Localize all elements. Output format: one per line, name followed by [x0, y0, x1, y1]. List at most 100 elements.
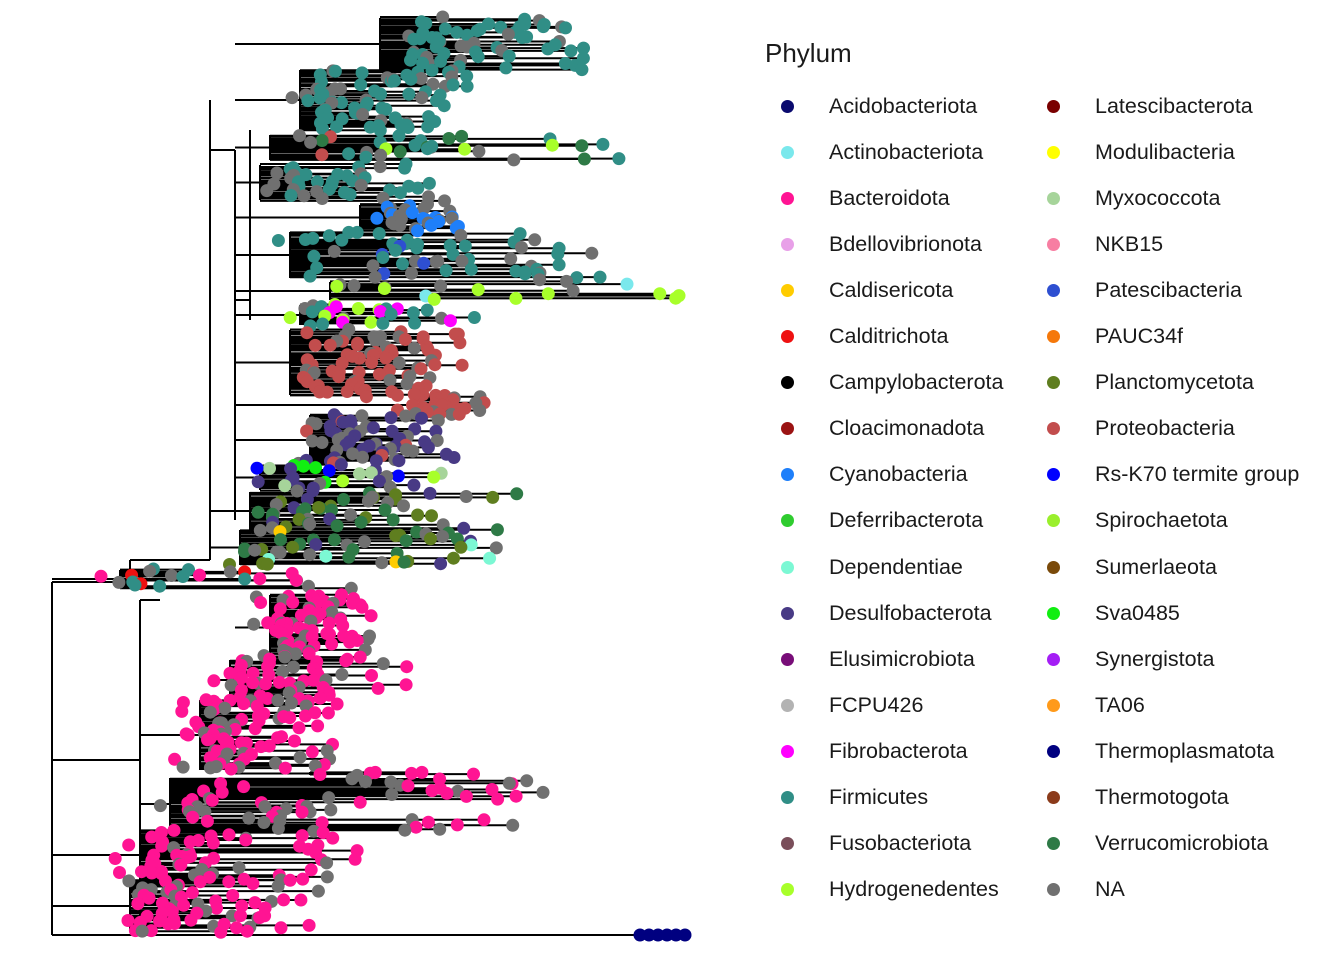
legend-key-dot — [781, 191, 794, 205]
tip-point — [210, 901, 223, 915]
tip-point — [359, 150, 373, 164]
tip-point — [320, 856, 334, 870]
tip-point — [284, 696, 298, 710]
tip-point — [303, 548, 317, 562]
tip-point — [371, 681, 385, 695]
tip-point — [298, 709, 312, 723]
tip-point — [361, 494, 375, 508]
tip-point — [246, 666, 260, 680]
tip-point — [277, 893, 291, 907]
tip-point — [427, 292, 441, 306]
tip-point — [310, 175, 324, 189]
tip-point — [298, 233, 312, 246]
tip-point — [253, 911, 267, 924]
tip-point — [417, 256, 431, 270]
tip-point — [558, 57, 572, 70]
tip-point — [286, 660, 300, 674]
legend-entry: Deferribacterota — [781, 498, 983, 544]
tip-point — [260, 557, 274, 571]
tip-point — [315, 148, 329, 162]
tip-point — [306, 673, 320, 687]
tip-point — [348, 852, 362, 866]
tip-point — [429, 255, 443, 269]
tip-point — [177, 898, 191, 912]
tip-point — [375, 556, 389, 570]
tip-point — [398, 823, 412, 837]
tip-point — [313, 91, 327, 105]
tip-point — [401, 779, 415, 793]
tip-point — [292, 721, 306, 735]
tip-point — [184, 913, 198, 927]
tip-point — [373, 305, 387, 318]
tip-point — [430, 434, 444, 447]
tip-point — [501, 27, 515, 41]
tip-point — [376, 657, 390, 671]
tip-point — [417, 202, 431, 215]
tip-point — [491, 792, 505, 806]
tip-point — [330, 120, 343, 134]
tip-point — [122, 874, 136, 888]
legend-title: Phylum — [765, 38, 852, 68]
tip-point — [203, 705, 217, 719]
legend-label: Actinobacteriota — [829, 139, 984, 164]
tip-point — [112, 575, 126, 589]
tip-point — [232, 861, 246, 875]
tip-point — [384, 411, 398, 425]
legend-label: Verrucomicrobiota — [1095, 831, 1269, 856]
tip-point — [363, 120, 377, 134]
tip-point — [355, 409, 369, 423]
tip-point — [315, 122, 329, 135]
legend-key-dot — [1047, 606, 1060, 620]
tip-point — [438, 194, 451, 208]
legend-key-dot — [781, 791, 794, 804]
tip-point — [389, 243, 402, 257]
tip-point — [389, 529, 403, 543]
legend-label: Myxococcota — [1095, 185, 1221, 210]
tip-point — [509, 291, 523, 305]
tip-point — [218, 701, 232, 715]
tip-point — [261, 616, 275, 630]
tip-point — [327, 533, 341, 547]
tip-point — [293, 750, 307, 764]
tip-point — [155, 839, 169, 853]
legend-label: Acidobacteriota — [829, 93, 978, 118]
tip-point — [467, 767, 480, 781]
legend-label: Sva0485 — [1095, 600, 1180, 625]
tip-point — [424, 532, 437, 546]
tip-point — [669, 928, 683, 942]
tip-point — [364, 466, 378, 480]
tip-point — [398, 333, 412, 346]
tip-point — [353, 795, 367, 809]
tip-point — [359, 775, 372, 789]
tip-point — [230, 921, 243, 935]
legend-key-dot — [1047, 468, 1060, 482]
tip-point — [414, 362, 428, 376]
tip-point — [541, 42, 555, 56]
tip-point — [346, 447, 360, 461]
tip-point — [446, 247, 460, 261]
tip-point — [302, 647, 316, 660]
tip-point — [612, 152, 626, 166]
tip-point — [406, 444, 420, 458]
tip-point — [596, 137, 610, 151]
tip-point — [411, 181, 425, 195]
tip-point — [504, 252, 518, 266]
tip-point — [437, 99, 451, 113]
legend-label: Fusobacteriota — [829, 831, 972, 856]
tip-point — [347, 279, 361, 293]
legend-key-dot — [1047, 191, 1060, 205]
tip-point — [428, 358, 442, 372]
tip-point — [246, 676, 260, 690]
tip-point — [254, 596, 268, 609]
tip-point — [405, 206, 419, 220]
tip-point — [154, 826, 168, 839]
tip-point — [344, 581, 358, 595]
tip-point — [322, 791, 336, 805]
tip-point — [224, 678, 238, 692]
tip-point — [455, 129, 469, 143]
tip-point — [260, 184, 274, 198]
tip-point — [248, 722, 262, 736]
tip-point — [324, 803, 338, 817]
legend-label: Firmicutes — [829, 785, 929, 809]
tip-point — [322, 616, 336, 630]
